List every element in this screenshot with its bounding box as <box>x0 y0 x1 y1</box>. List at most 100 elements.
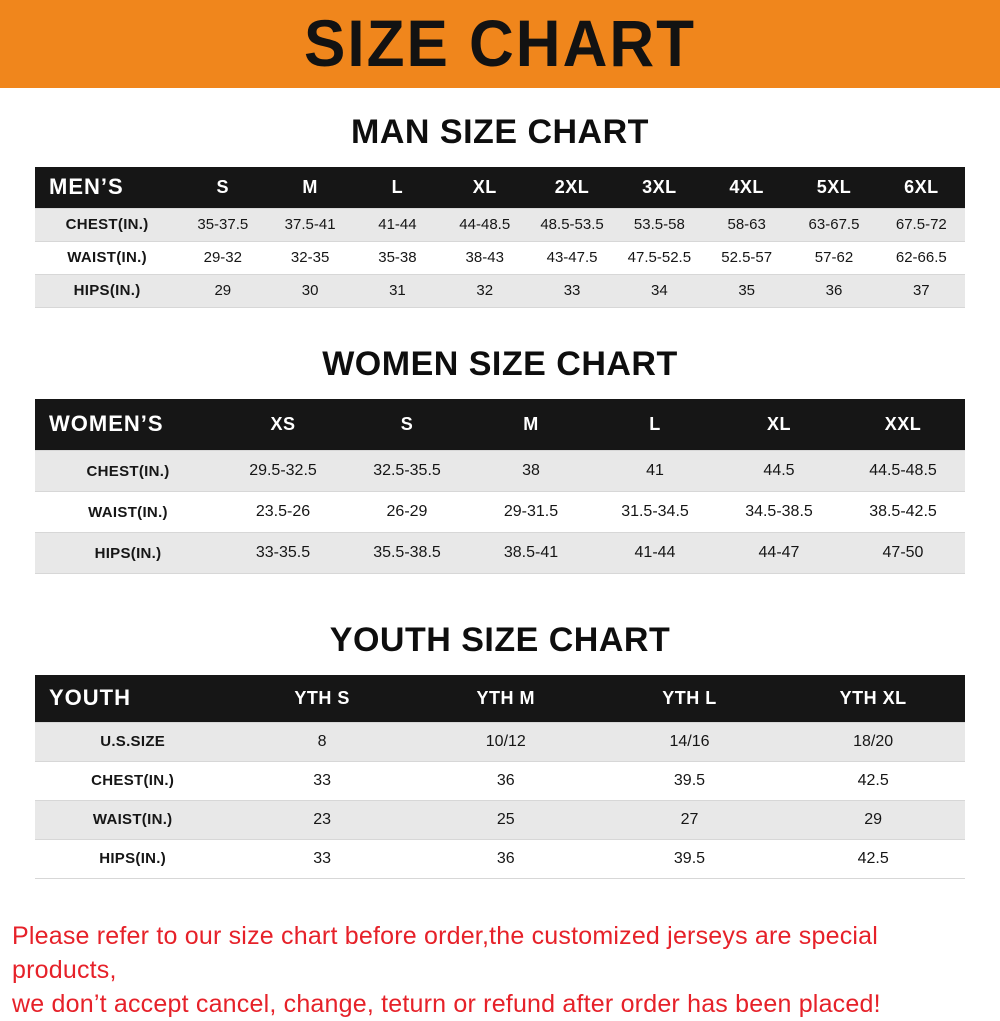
size-value-cell: 47.5-52.5 <box>627 249 692 266</box>
size-value-cell: 67.5-72 <box>895 216 947 233</box>
size-value-cell: 63-67.5 <box>808 216 860 233</box>
size-value-cell: 39.5 <box>673 849 706 867</box>
size-value-cell: 35 <box>738 282 756 299</box>
row-label: CHEST(IN.) <box>86 462 170 480</box>
size-value-cell: 48.5-53.5 <box>540 216 604 233</box>
title-banner: SIZE CHART <box>0 0 1000 88</box>
size-value-cell: 23.5-26 <box>255 503 311 520</box>
size-value-cell: 62-66.5 <box>895 249 947 266</box>
size-value-cell: 53.5-58 <box>633 216 685 233</box>
size-value-cell: 25 <box>496 810 515 828</box>
size-value-cell: 10/12 <box>485 732 526 750</box>
youth-size-section: YOUTH SIZE CHART YOUTH YTH S YTH M YTH L YTH… <box>0 620 1000 879</box>
size-value-cell: 35-37.5 <box>197 216 249 233</box>
size-column-header: YTH XL <box>839 687 907 708</box>
table-row: HIPS(IN.) 33-35.5 35.5-38.5 38.5-41 41-44 44-… <box>35 532 965 574</box>
size-value-cell: 52.5-57 <box>721 249 773 266</box>
size-column-header: 3XL <box>642 176 677 197</box>
size-value-cell: 18/20 <box>853 732 894 750</box>
size-value-cell: 38 <box>522 462 540 479</box>
size-column-header: S <box>216 176 230 197</box>
size-value-cell: 44-48.5 <box>459 216 511 233</box>
row-label: HIPS(IN.) <box>94 544 162 562</box>
table-row: CHEST(IN.) 33 36 39.5 42.5 <box>35 761 965 800</box>
size-value-cell: 26-29 <box>386 503 428 520</box>
size-value-cell: 27 <box>680 810 699 828</box>
size-column-header: XL <box>766 413 791 434</box>
size-value-cell: 14/16 <box>669 732 710 750</box>
size-value-cell: 35.5-38.5 <box>373 544 441 561</box>
size-column-header: S <box>400 413 414 434</box>
size-value-cell: 30 <box>301 282 319 299</box>
table-row: WAIST(IN.) 29-32 32-35 35-38 38-43 43-47.5 47.… <box>35 241 965 274</box>
size-value-cell: 33-35.5 <box>255 544 311 561</box>
size-value-cell: 36 <box>496 771 515 789</box>
size-value-cell: 33 <box>313 849 332 867</box>
row-label: WAIST(IN.) <box>67 249 147 266</box>
row-label: U.S.SIZE <box>100 733 166 750</box>
women-size-section: WOMEN SIZE CHART WOMEN’S XS S M L XL XXL CHEST… <box>0 344 1000 575</box>
size-value-cell: 32 <box>476 282 494 299</box>
size-column-header: 5XL <box>816 176 852 197</box>
size-value-cell: 44-47 <box>758 544 800 561</box>
men-size-table: MEN’S S M L XL 2XL 3XL 4XL 5XL 6XL CHEST(IN.) 35-3… <box>35 167 965 308</box>
size-column-header: YTH L <box>662 687 717 708</box>
size-column-header: M <box>523 413 539 434</box>
row-label: HIPS(IN.) <box>73 282 141 299</box>
table-row: HIPS(IN.) 33 36 39.5 42.5 <box>35 839 965 878</box>
page-title: SIZE CHART <box>304 7 696 81</box>
size-value-cell: 31 <box>389 282 406 299</box>
size-column-header: 2XL <box>554 176 590 197</box>
size-value-cell: 44.5-48.5 <box>869 462 937 479</box>
size-column-header: L <box>649 413 661 434</box>
size-value-cell: 37.5-41 <box>284 216 336 233</box>
size-value-cell: 42.5 <box>857 849 889 867</box>
size-value-cell: 29-31.5 <box>503 503 559 520</box>
youth-table-header-row: YOUTH YTH S YTH M YTH L YTH XL <box>35 675 965 722</box>
size-value-cell: 43-47.5 <box>546 249 598 266</box>
women-size-table: WOMEN’S XS S M L XL XXL CHEST(IN.) 29.5-32.5 32.… <box>35 398 965 575</box>
table-row: WAIST(IN.) 23 25 27 29 <box>35 800 965 839</box>
size-value-cell: 47-50 <box>882 544 924 561</box>
men-size-section: MAN SIZE CHART MEN’S S M L XL 2XL 3XL 4XL 5XL 6XL… <box>0 112 1000 308</box>
size-value-cell: 57-62 <box>814 249 854 266</box>
size-column-header: YTH S <box>294 687 350 708</box>
table-title-cell: MEN’S <box>49 174 124 200</box>
size-value-cell: 33 <box>563 282 581 299</box>
size-value-cell: 58-63 <box>727 216 766 233</box>
size-value-cell: 41 <box>646 462 664 479</box>
row-label: WAIST(IN.) <box>92 811 173 828</box>
size-column-header: XS <box>270 413 296 434</box>
table-row: WAIST(IN.) 23.5-26 26-29 29-31.5 31.5-34.5 34… <box>35 491 965 533</box>
size-value-cell: 23 <box>313 810 332 828</box>
table-row: HIPS(IN.) 29 30 31 32 33 34 35 36 37 <box>35 274 965 307</box>
table-title-cell: WOMEN’S <box>49 411 164 437</box>
size-value-cell: 32-35 <box>290 249 330 266</box>
youth-size-table: YOUTH YTH S YTH M YTH L YTH XL U.S.SIZE 8 10/1… <box>35 675 965 879</box>
size-column-header: L <box>391 176 404 197</box>
table-title-cell: YOUTH <box>49 685 131 711</box>
women-table-body: CHEST(IN.) 29.5-32.5 32.5-35.5 38 41 44.5 44.5… <box>35 450 965 574</box>
size-value-cell: 34 <box>651 282 668 299</box>
size-column-header: XL <box>472 176 497 197</box>
size-value-cell: 29-32 <box>203 249 242 266</box>
size-value-cell: 34.5-38.5 <box>745 503 813 520</box>
row-label: HIPS(IN.) <box>99 850 167 867</box>
size-value-cell: 37 <box>912 282 930 299</box>
size-value-cell: 29 <box>864 810 883 828</box>
size-value-cell: 31.5-34.5 <box>621 503 689 520</box>
size-column-header: YTH M <box>476 687 536 708</box>
men-table-body: CHEST(IN.) 35-37.5 37.5-41 41-44 44-48.5 48.5… <box>35 208 965 307</box>
youth-section-heading: YOUTH SIZE CHART <box>329 621 671 659</box>
size-column-header: 6XL <box>904 176 939 197</box>
size-value-cell: 38-43 <box>465 249 504 266</box>
size-value-cell: 39.5 <box>673 771 706 789</box>
youth-table-body: U.S.SIZE 8 10/12 14/16 18/20 CHEST(IN.) 33 36 39… <box>35 722 965 878</box>
size-value-cell: 29.5-32.5 <box>249 462 317 479</box>
size-value-cell: 36 <box>825 282 843 299</box>
women-table-header-row: WOMEN’S XS S M L XL XXL <box>35 398 965 451</box>
size-value-cell: 41-44 <box>378 216 417 233</box>
size-value-cell: 44.5 <box>763 462 795 479</box>
order-note-line-1: Please refer to our size chart before or… <box>12 921 879 984</box>
size-value-cell: 32.5-35.5 <box>373 462 441 479</box>
